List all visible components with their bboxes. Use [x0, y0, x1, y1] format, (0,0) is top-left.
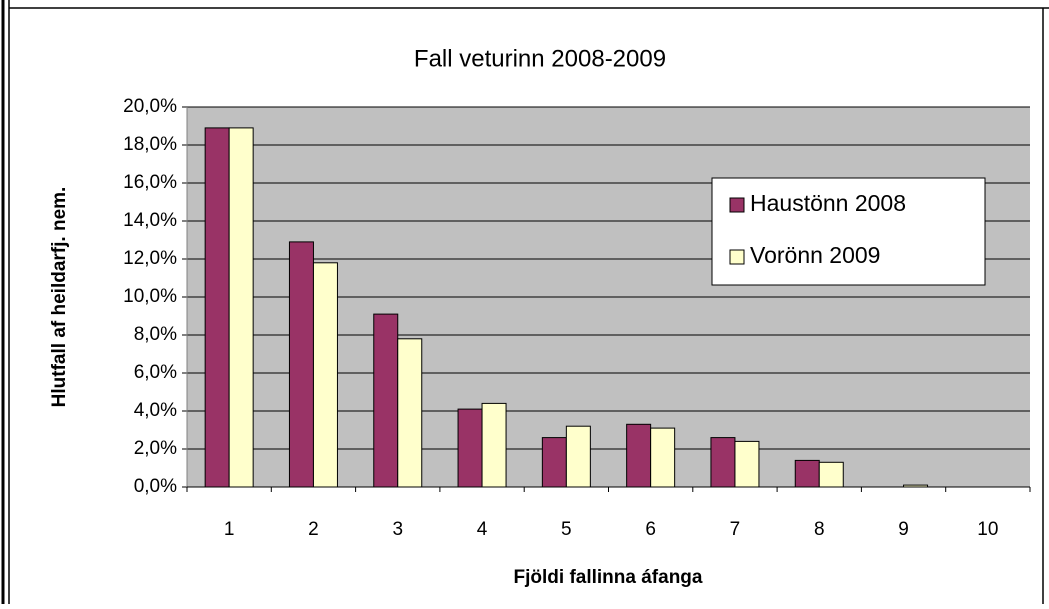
legend-swatch: [729, 249, 745, 265]
legend-label: Haustönn 2008: [750, 190, 906, 216]
y-tick-label: 14,0%: [123, 210, 177, 231]
y-tick-label: 2,0%: [134, 438, 177, 459]
bar: [650, 427, 676, 488]
y-tick-label: 20,0%: [123, 96, 177, 117]
legend-box: [711, 177, 986, 286]
bar: [626, 423, 652, 488]
x-tick-label: 3: [392, 519, 403, 540]
legend-label: Vorönn 2009: [750, 242, 880, 268]
y-tick-label: 0,0%: [134, 476, 177, 497]
bar: [204, 127, 230, 488]
bar: [710, 437, 736, 488]
bar: [288, 241, 314, 488]
bar: [794, 459, 820, 488]
x-tick-label: 5: [561, 519, 572, 540]
y-tick-label: 4,0%: [134, 400, 177, 421]
x-tick-label: 4: [477, 519, 488, 540]
y-tick-label: 8,0%: [134, 324, 177, 345]
x-tick-label: 8: [814, 519, 825, 540]
bar: [903, 484, 929, 488]
y-tick-label: 16,0%: [123, 172, 177, 193]
x-tick-label: 7: [730, 519, 741, 540]
bar: [457, 408, 483, 488]
y-tick-label: 6,0%: [134, 362, 177, 383]
x-tick-label: 2: [308, 519, 319, 540]
x-tick-label: 10: [977, 519, 998, 540]
bar: [228, 127, 254, 488]
x-tick-label: 9: [898, 519, 909, 540]
x-tick-label: 6: [645, 519, 656, 540]
bar: [565, 425, 591, 488]
bar: [397, 338, 423, 488]
bar: [734, 440, 760, 488]
y-tick-label: 10,0%: [123, 286, 177, 307]
y-axis-label: Hlutfall af heildarfj. nem.: [49, 187, 70, 408]
bar: [373, 313, 399, 488]
legend-swatch: [729, 197, 745, 213]
bar: [818, 461, 844, 488]
y-tick-label: 18,0%: [123, 134, 177, 155]
bar: [481, 402, 507, 488]
chart-title: Fall veturinn 2008-2009: [414, 45, 666, 72]
x-tick-label: 1: [224, 519, 235, 540]
y-tick-label: 12,0%: [123, 248, 177, 269]
bar: [312, 262, 338, 488]
x-axis-label: Fjöldi fallinna áfanga: [514, 567, 703, 588]
bar: [541, 437, 567, 488]
